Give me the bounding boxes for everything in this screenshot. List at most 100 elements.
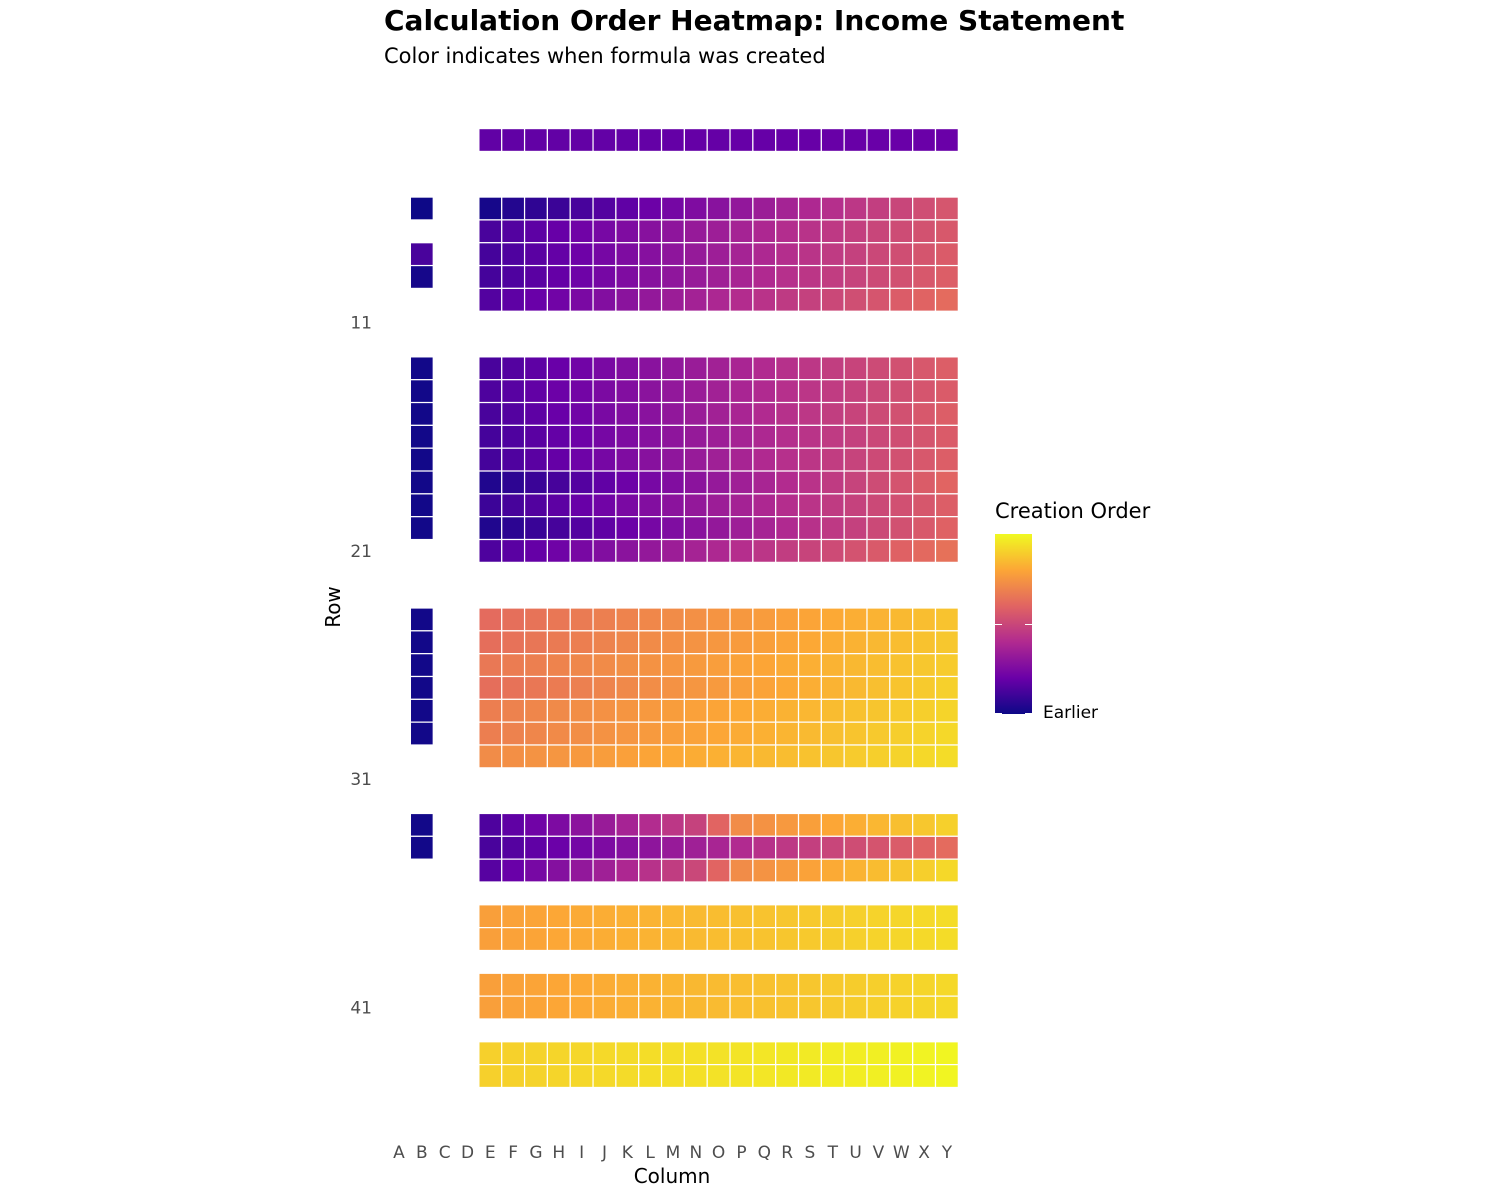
heatmap-cell-T3 xyxy=(820,127,845,153)
x-tick-label-Q: Q xyxy=(758,1143,771,1163)
heatmap-cell-F35 xyxy=(501,858,526,883)
heatmap-cell-W28 xyxy=(889,698,914,723)
heatmap-cell-U38 xyxy=(843,927,868,952)
heatmap-cell-F37 xyxy=(501,904,526,929)
heatmap-cell-S41 xyxy=(797,995,822,1020)
heatmap-cell-L3 xyxy=(638,127,663,153)
heatmap-cell-H33 xyxy=(546,812,571,837)
heatmap-cell-M16 xyxy=(660,424,685,449)
heatmap-cell-O9 xyxy=(706,264,731,289)
heatmap-cell-E43 xyxy=(478,1041,503,1066)
heatmap-cell-J9 xyxy=(592,264,617,289)
heatmap-cell-S3 xyxy=(797,127,822,153)
heatmap-cell-G30 xyxy=(523,744,549,769)
heatmap-cell-M25 xyxy=(660,630,685,655)
heatmap-cell-P10 xyxy=(729,287,754,312)
heatmap-cell-H18 xyxy=(546,470,571,495)
heatmap-cell-E14 xyxy=(478,379,503,404)
heatmap-cell-F30 xyxy=(501,744,526,769)
heatmap-cell-I38 xyxy=(569,927,594,952)
heatmap-cell-O30 xyxy=(706,744,731,769)
heatmap-cell-X28 xyxy=(912,698,937,723)
heatmap-cell-Q9 xyxy=(752,264,777,289)
heatmap-cell-B29 xyxy=(409,721,434,746)
heatmap-cell-U37 xyxy=(843,904,868,929)
heatmap-cell-Y44 xyxy=(934,1064,959,1089)
heatmap-cell-P14 xyxy=(729,379,754,404)
heatmap-cell-S20 xyxy=(797,516,822,541)
heatmap-cell-U26 xyxy=(843,653,868,678)
heatmap-cell-P17 xyxy=(729,447,754,472)
heatmap-cell-Y28 xyxy=(934,698,959,723)
heatmap-cell-Y13 xyxy=(934,356,959,381)
heatmap-cell-M10 xyxy=(660,287,685,312)
heatmap-cell-I34 xyxy=(569,835,594,860)
heatmap-cell-L41 xyxy=(638,995,663,1020)
heatmap-cell-B9 xyxy=(409,264,434,289)
x-tick-label-X: X xyxy=(918,1143,930,1163)
heatmap-cell-X38 xyxy=(912,927,937,952)
heatmap-cell-N8 xyxy=(683,242,708,267)
heatmap-cell-Y8 xyxy=(934,242,959,267)
heatmap-cell-G18 xyxy=(523,470,549,495)
heatmap-cell-F3 xyxy=(501,127,526,153)
heatmap-cell-O10 xyxy=(706,287,731,312)
heatmap-cell-X37 xyxy=(912,904,937,929)
heatmap-cell-V13 xyxy=(866,356,891,381)
heatmap-cell-V16 xyxy=(866,424,891,449)
heatmap-cell-E34 xyxy=(478,835,503,860)
heatmap-cell-I29 xyxy=(569,721,594,746)
heatmap-cell-L28 xyxy=(638,698,663,723)
heatmap-cell-V8 xyxy=(866,242,891,267)
heatmap-cell-R9 xyxy=(775,264,800,289)
heatmap-cell-L43 xyxy=(638,1041,663,1066)
heatmap-cell-Q3 xyxy=(752,127,777,153)
legend-label-earlier: Earlier xyxy=(1043,703,1099,723)
heatmap-cell-Q35 xyxy=(752,858,777,883)
heatmap-cell-B13 xyxy=(409,356,434,381)
heatmap-cell-W29 xyxy=(889,721,914,746)
heatmap-cell-N25 xyxy=(683,630,708,655)
heatmap-cell-L24 xyxy=(638,607,663,632)
heatmap-cell-J40 xyxy=(592,972,617,997)
heatmap-cell-M7 xyxy=(660,219,685,244)
heatmap-cell-S35 xyxy=(797,858,822,883)
heatmap-cell-H8 xyxy=(546,242,571,267)
heatmap-cell-T27 xyxy=(820,675,845,700)
heatmap-cell-Y38 xyxy=(934,927,959,952)
heatmap-cell-X20 xyxy=(912,516,937,541)
heatmap-cell-E27 xyxy=(478,675,503,700)
heatmap-cell-R40 xyxy=(775,972,800,997)
heatmap-cell-E13 xyxy=(478,356,503,381)
heatmap-cell-V9 xyxy=(866,264,891,289)
heatmap-cell-W25 xyxy=(889,630,914,655)
heatmap-cell-O44 xyxy=(706,1064,731,1089)
heatmap-cell-F16 xyxy=(501,424,526,449)
legend-tick xyxy=(1025,624,1032,625)
heatmap-cell-O38 xyxy=(706,927,731,952)
heatmap-cell-K8 xyxy=(615,242,640,267)
heatmap-cell-J29 xyxy=(592,721,617,746)
heatmap-cell-U27 xyxy=(843,675,868,700)
heatmap-cell-N3 xyxy=(683,127,708,153)
heatmap-cell-U19 xyxy=(843,493,868,518)
heatmap-cell-M18 xyxy=(660,470,685,495)
heatmap-cell-P44 xyxy=(729,1064,754,1089)
heatmap-cell-Q21 xyxy=(752,538,777,563)
heatmap-cell-I44 xyxy=(569,1064,594,1089)
heatmap-cell-G13 xyxy=(523,356,549,381)
heatmap-cell-T14 xyxy=(820,379,845,404)
heatmap-cell-L19 xyxy=(638,493,663,518)
heatmap-cell-B18 xyxy=(409,470,434,495)
heatmap-cell-U6 xyxy=(843,196,868,221)
heatmap-cell-X43 xyxy=(912,1041,937,1066)
heatmap-cell-Y14 xyxy=(934,379,959,404)
heatmap-cell-V40 xyxy=(866,972,891,997)
heatmap-cell-T38 xyxy=(820,927,845,952)
heatmap-cell-R28 xyxy=(775,698,800,723)
heatmap-cell-H17 xyxy=(546,447,571,472)
heatmap-cell-V20 xyxy=(866,516,891,541)
heatmap-cell-Y30 xyxy=(934,744,959,769)
heatmap-cell-H19 xyxy=(546,493,571,518)
